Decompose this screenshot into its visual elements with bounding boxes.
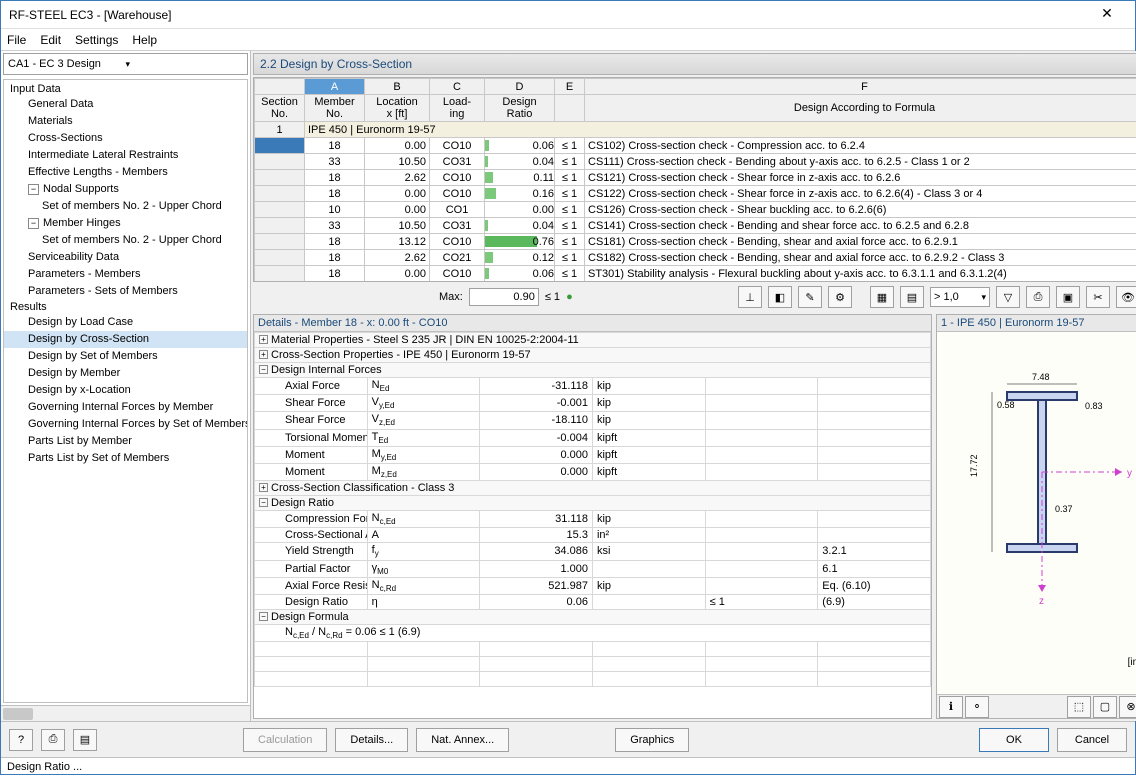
help-icon[interactable]: ? <box>9 729 33 751</box>
tree-item[interactable]: Governing Internal Forces by Set of Memb… <box>4 416 247 433</box>
dim-height: 17.72 <box>969 454 979 477</box>
footer: ? ⎙ ▤ Calculation Details... Nat. Annex.… <box>1 721 1135 757</box>
tool-icon-8[interactable]: ▣ <box>1056 286 1080 308</box>
table-row[interactable]: 180.00CO100.06≤ 1ST301) Stability analys… <box>255 266 1136 282</box>
max-value-input[interactable] <box>469 288 539 306</box>
menu-settings[interactable]: Settings <box>75 33 118 47</box>
axis-y-label: y <box>1127 468 1132 479</box>
menu-edit[interactable]: Edit <box>40 33 61 47</box>
tree-item[interactable]: Intermediate Lateral Restraints <box>4 147 247 164</box>
tool-icon-5[interactable]: ▦ <box>870 286 894 308</box>
titlebar: RF-STEEL EC3 - [Warehouse] ✕ <box>1 1 1135 29</box>
preview-panel: 1 - IPE 450 | Euronorm 19-57 <box>936 314 1136 719</box>
menubar: File Edit Settings Help <box>1 29 1135 51</box>
content-area: 2.2 Design by Cross-Section ABCDEFSectio… <box>251 51 1136 721</box>
tool-preview-3[interactable]: ⬚ <box>1067 696 1091 718</box>
window-title: RF-STEEL EC3 - [Warehouse] <box>9 8 1087 22</box>
menu-file[interactable]: File <box>7 33 26 47</box>
calculation-button[interactable]: Calculation <box>243 728 327 752</box>
tree-item[interactable]: −Member Hinges <box>4 215 247 232</box>
sidebar: CA1 - EC 3 Design ▾ Input DataGeneral Da… <box>1 51 251 721</box>
ok-button[interactable]: OK <box>979 728 1049 752</box>
tree-item[interactable]: Serviceability Data <box>4 249 247 266</box>
max-label: Max: <box>439 291 463 303</box>
preview-unit: [in] <box>1128 657 1136 668</box>
tool-icon-3[interactable]: ✎ <box>798 286 822 308</box>
tree-subitem[interactable]: Set of members No. 2 - Upper Chord <box>4 232 247 249</box>
table-row[interactable]: 3310.50CO310.04≤ 1CS111) Cross-section c… <box>255 154 1136 170</box>
tree-subitem[interactable]: Set of members No. 2 - Upper Chord <box>4 198 247 215</box>
preview-title: 1 - IPE 450 | Euronorm 19-57 <box>937 315 1136 332</box>
details-panel: Details - Member 18 - x: 0.00 ft - CO10 … <box>253 314 932 719</box>
nat-annex-button[interactable]: Nat. Annex... <box>416 728 509 752</box>
filter-icon[interactable]: ▽ <box>996 286 1020 308</box>
tool-icon-6[interactable]: ▤ <box>900 286 924 308</box>
chevron-down-icon: ▾ <box>126 59 244 70</box>
tree-item[interactable]: Parts List by Member <box>4 433 247 450</box>
dim-width: 7.48 <box>1032 372 1050 382</box>
table-row[interactable]: 180.00CO100.06≤ 1CS102) Cross-section ch… <box>255 138 1136 154</box>
table-row[interactable]: 182.62CO100.11≤ 1CS121) Cross-section ch… <box>255 170 1136 186</box>
content-title: 2.2 Design by Cross-Section <box>253 53 1136 75</box>
max-compare: ≤ 1 <box>545 291 560 303</box>
preview-toolbar: ℹ ⚬ ⬚ ▢ ⊗ <box>937 694 1136 718</box>
tool-icon-4[interactable]: ⚙ <box>828 286 852 308</box>
tree-item[interactable]: Design by Cross-Section <box>4 331 247 348</box>
dim-flange: 0.83 <box>1085 401 1103 411</box>
tree-item[interactable]: Governing Internal Forces by Member <box>4 399 247 416</box>
tree-item[interactable]: Design by Member <box>4 365 247 382</box>
tool-preview-2[interactable]: ⚬ <box>965 696 989 718</box>
tree-item[interactable]: Materials <box>4 113 247 130</box>
tree-item[interactable]: Cross-Sections <box>4 130 247 147</box>
footer-icon-1[interactable]: ⎙ <box>41 729 65 751</box>
table-row[interactable]: 182.62CO210.12≤ 1CS182) Cross-section ch… <box>255 250 1136 266</box>
eye-icon[interactable]: 👁 <box>1116 286 1136 308</box>
cancel-button[interactable]: Cancel <box>1057 728 1127 752</box>
tree-section: Results <box>4 300 247 314</box>
info-icon[interactable]: ℹ <box>939 696 963 718</box>
menu-help[interactable]: Help <box>132 33 157 47</box>
tree-item[interactable]: Parameters - Members <box>4 266 247 283</box>
graphics-button[interactable]: Graphics <box>615 728 689 752</box>
table-row[interactable]: 3310.50CO310.04≤ 1CS141) Cross-section c… <box>255 218 1136 234</box>
table-row[interactable]: 1813.12CO100.76≤ 1CS181) Cross-section c… <box>255 234 1136 250</box>
tool-icon-1[interactable]: ⊥ <box>738 286 762 308</box>
sidebar-scrollbar[interactable] <box>1 705 250 721</box>
max-toolbar: Max: ≤ 1 ● ⊥ ◧ ✎ ⚙ ▦ ▤ > 1,0▾ ▽ ⎙ ▣ ✂ 👁 <box>253 284 1136 310</box>
check-ok-icon: ● <box>566 291 573 303</box>
tool-preview-4[interactable]: ▢ <box>1093 696 1117 718</box>
table-row[interactable]: 100.00CO10.00≤ 1CS126) Cross-section che… <box>255 202 1136 218</box>
tree-item[interactable]: Design by Set of Members <box>4 348 247 365</box>
tool-preview-5[interactable]: ⊗ <box>1119 696 1136 718</box>
statusbar: Design Ratio ... <box>1 757 1135 775</box>
tree-item[interactable]: −Nodal Supports <box>4 181 247 198</box>
tree-item[interactable]: Parts List by Set of Members <box>4 450 247 467</box>
tool-icon-2[interactable]: ◧ <box>768 286 792 308</box>
tree-item[interactable]: Effective Lengths - Members <box>4 164 247 181</box>
details-header: Details - Member 18 - x: 0.00 ft - CO10 <box>254 315 931 332</box>
tree-item[interactable]: General Data <box>4 96 247 113</box>
close-icon[interactable]: ✕ <box>1087 5 1127 25</box>
results-grid[interactable]: ABCDEFSectionNo.MemberNo.Locationx [ft]L… <box>253 77 1136 282</box>
case-combo[interactable]: CA1 - EC 3 Design ▾ <box>3 53 248 75</box>
tree-section: Input Data <box>4 82 247 96</box>
scale-combo[interactable]: > 1,0▾ <box>930 287 990 307</box>
axis-z-label: z <box>1039 596 1044 607</box>
footer-icon-2[interactable]: ▤ <box>73 729 97 751</box>
tree-item[interactable]: Design by x-Location <box>4 382 247 399</box>
table-row[interactable]: 180.00CO100.16≤ 1CS122) Cross-section ch… <box>255 186 1136 202</box>
section-preview: y z 7.48 17.72 0.58 0.83 0.37 [in] <box>937 332 1136 694</box>
nav-tree: Input DataGeneral DataMaterialsCross-Sec… <box>3 79 248 703</box>
dim-tw: 0.37 <box>1055 504 1073 514</box>
tool-icon-7[interactable]: ⎙ <box>1026 286 1050 308</box>
details-button[interactable]: Details... <box>335 728 408 752</box>
tree-item[interactable]: Parameters - Sets of Members <box>4 283 247 300</box>
dim-tf: 0.58 <box>997 400 1015 410</box>
tree-item[interactable]: Design by Load Case <box>4 314 247 331</box>
tool-icon-9[interactable]: ✂ <box>1086 286 1110 308</box>
